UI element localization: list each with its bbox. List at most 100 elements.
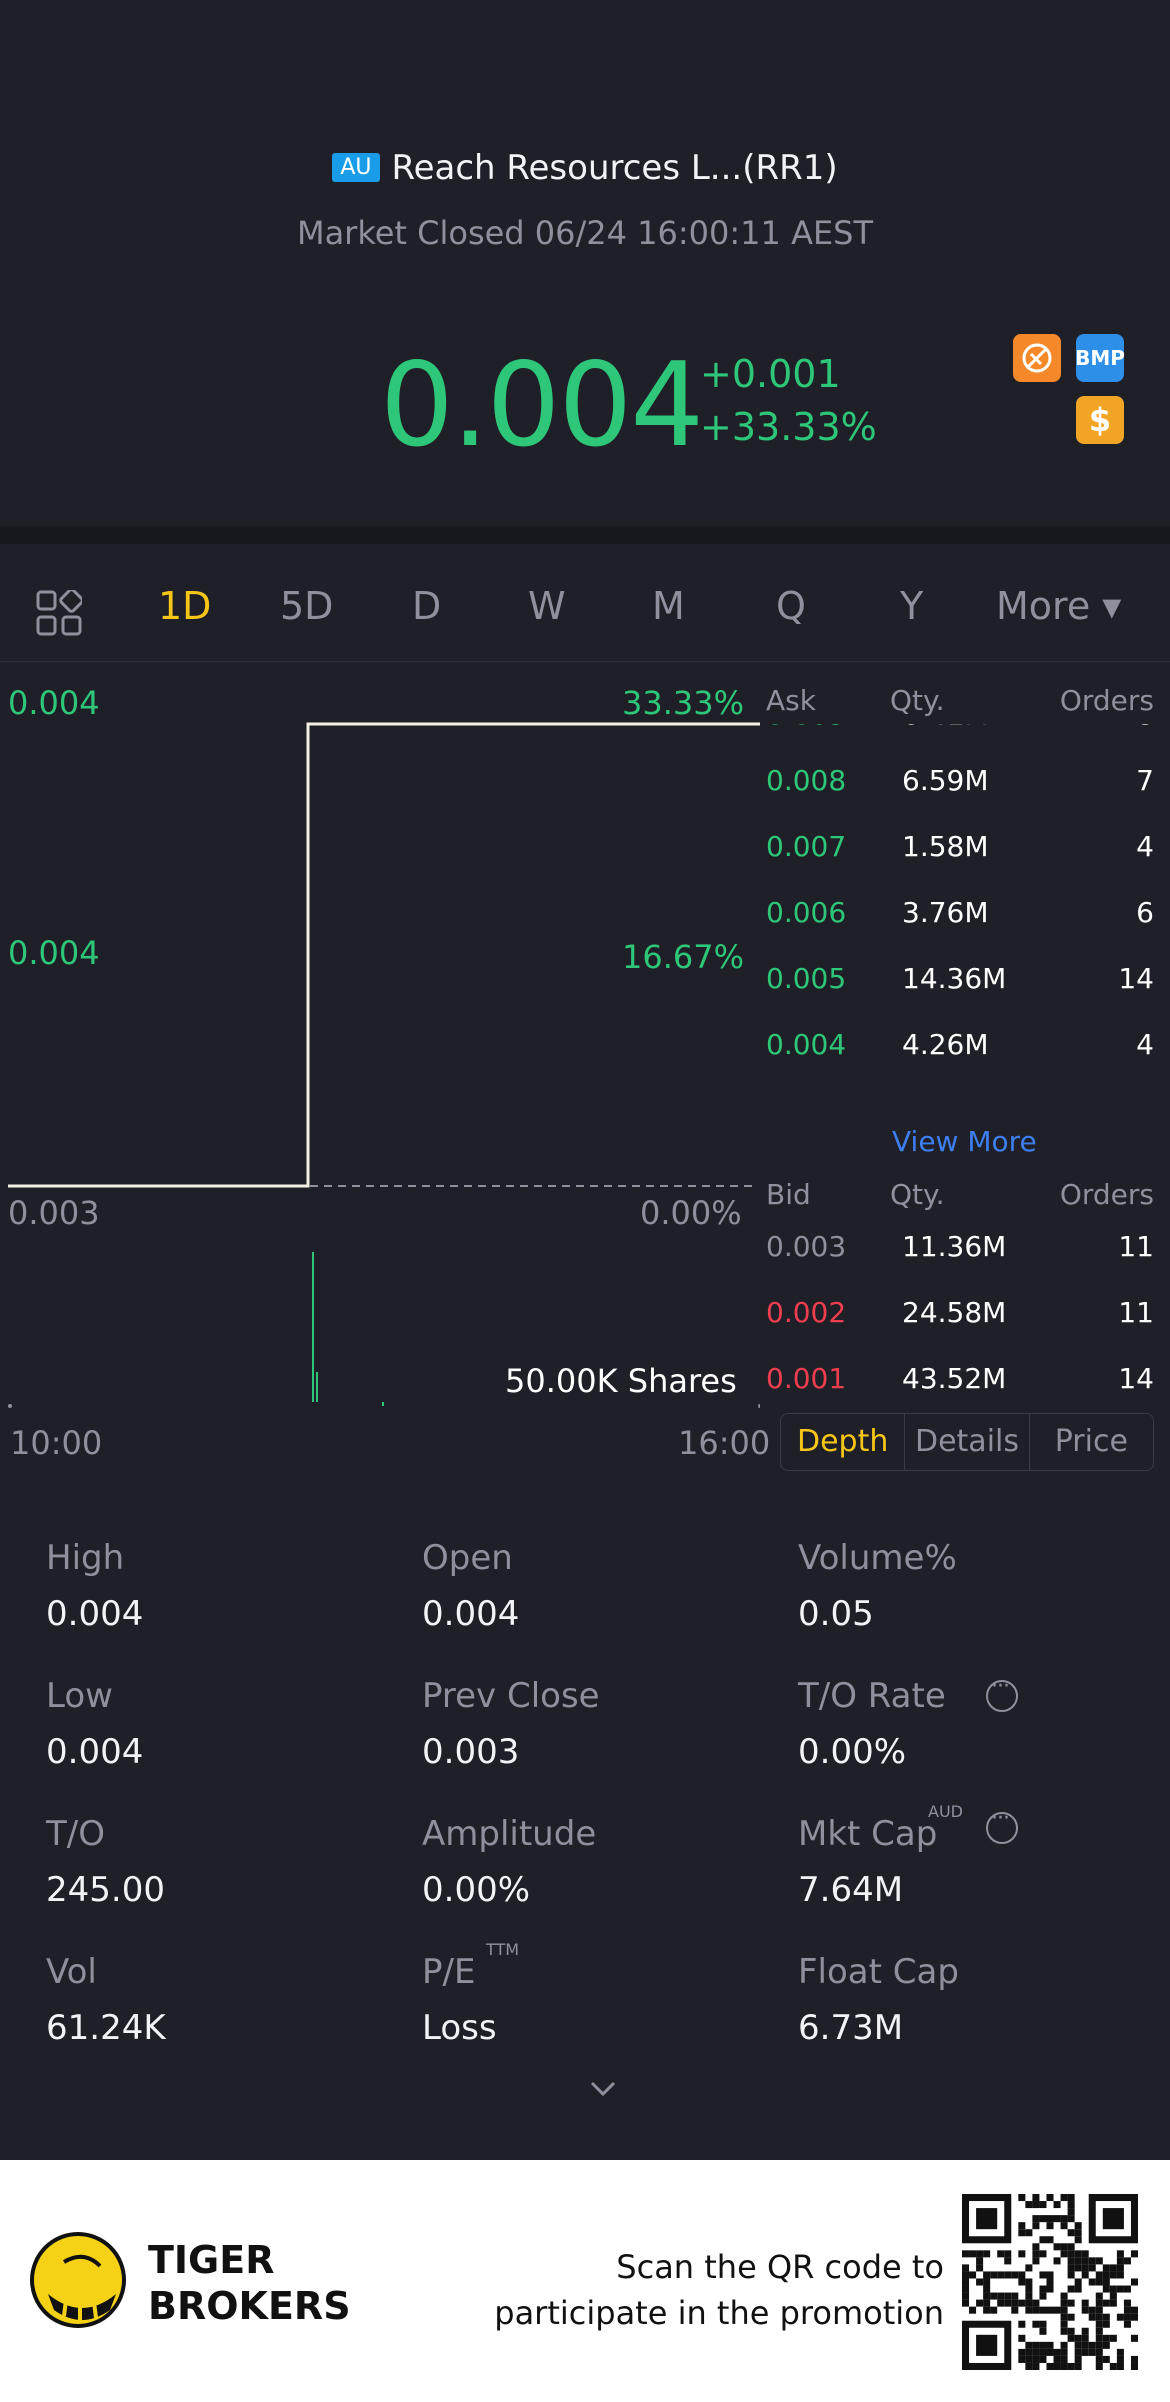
price-change-percent: +33.33%: [700, 405, 877, 449]
bid-orders: 11: [1118, 1230, 1154, 1263]
price-change: +0.001: [700, 352, 841, 396]
stat-volume-pct-value: 0.05: [798, 1594, 874, 1634]
bid-orders: 14: [1118, 1362, 1154, 1395]
volume-bar: [382, 1402, 384, 1406]
bid-qty: 11.36M: [902, 1230, 1007, 1263]
x-label-start: 10:00: [10, 1424, 103, 1462]
view-more-link[interactable]: View More: [892, 1125, 1037, 1158]
ask-orders: 6: [1136, 896, 1154, 929]
book-view-switch: Depth Details Price: [780, 1413, 1154, 1471]
ask-price: 0.006: [766, 896, 847, 929]
period-tabs: 1D 5D D W M Q Y More ▾: [0, 544, 1170, 662]
stat-low-label: Low: [46, 1676, 113, 1716]
qr-code: [962, 2194, 1138, 2370]
ask-qty: 3.76M: [902, 896, 989, 929]
stat-mkt-cap-value: 7.64M: [798, 1870, 904, 1910]
details-button[interactable]: Details: [905, 1414, 1030, 1470]
ask-row[interactable]: 0.006 3.76M 6: [760, 896, 1170, 936]
brand-line-2: BROKERS: [148, 2284, 351, 2328]
tab-day[interactable]: D: [412, 584, 442, 628]
to-rate-info-icon[interactable]: [986, 1674, 1018, 1712]
market-badge: AU: [332, 153, 380, 182]
tab-1d[interactable]: 1D: [158, 584, 212, 628]
bid-header-price: Bid: [766, 1178, 811, 1211]
axis-tick: [8, 1404, 12, 1408]
brand-line-1: TIGER: [148, 2238, 275, 2282]
stat-high-value: 0.004: [46, 1594, 144, 1634]
stat-mkt-cap-label: Mkt Cap: [798, 1814, 938, 1854]
ask-orders: 4: [1136, 1028, 1154, 1061]
market-status: Market Closed 06/24 16:00:11 AEST: [296, 214, 874, 252]
bid-header-orders: Orders: [1059, 1178, 1154, 1211]
stat-prev-close-value: 0.003: [422, 1732, 520, 1772]
stat-open-value: 0.004: [422, 1594, 520, 1634]
promo-footer: TIGER BROKERS Scan the QR code to partic…: [0, 2160, 1170, 2402]
promo-line-2: participate in the promotion: [494, 2294, 944, 2332]
tab-week[interactable]: W: [528, 584, 566, 628]
ask-qty: 14.36M: [902, 962, 1007, 995]
ask-price: 0.005: [766, 962, 847, 995]
pct-label-bottom: 0.00%: [640, 1194, 742, 1232]
tab-5d[interactable]: 5D: [280, 584, 334, 628]
quote-header: AU Reach Resources L...(RR1) Market Close…: [0, 0, 1170, 526]
ask-price: 0.007: [766, 830, 847, 863]
stat-float-cap-value: 6.73M: [798, 2008, 904, 2048]
stat-to-rate-value: 0.00%: [798, 1732, 907, 1772]
mkt-cap-info-icon[interactable]: [986, 1806, 1018, 1844]
depth-button[interactable]: Depth: [781, 1414, 906, 1470]
bid-qty: 24.58M: [902, 1296, 1007, 1329]
ask-orders: 4: [1136, 830, 1154, 863]
stat-volume-pct-label: Volume%: [798, 1538, 957, 1578]
x-label-end: 16:00: [678, 1424, 771, 1462]
ask-row[interactable]: 0.007 1.58M 4: [760, 830, 1170, 870]
intraday-chart[interactable]: 0.004 0.004 0.003 33.33% 16.67% 0.00% 50…: [0, 662, 770, 1462]
ask-qty: 1.58M: [902, 830, 989, 863]
stock-title: Reach Resources L...(RR1): [391, 148, 838, 188]
price-button[interactable]: Price: [1054, 1424, 1128, 1459]
bid-qty: 43.52M: [902, 1362, 1007, 1395]
tab-quarter[interactable]: Q: [776, 584, 806, 628]
ask-orders: 7: [1136, 764, 1154, 797]
tab-month[interactable]: M: [652, 584, 685, 628]
layout-grid-icon[interactable]: [36, 590, 82, 636]
last-price: 0.004: [380, 338, 704, 473]
volume-label: 50.00K Shares: [505, 1362, 737, 1400]
bmp-badge[interactable]: BMP: [1075, 334, 1125, 382]
tab-year[interactable]: Y: [900, 584, 924, 628]
stat-to-rate-label: T/O Rate: [798, 1676, 946, 1716]
stat-to-label: T/O: [46, 1814, 105, 1854]
bid-row[interactable]: 0.001 43.52M 14: [760, 1362, 1170, 1402]
stat-low-value: 0.004: [46, 1732, 144, 1772]
bid-row[interactable]: 0.003 11.36M 11: [760, 1230, 1170, 1270]
pct-label-mid: 16.67%: [622, 938, 745, 976]
tab-more[interactable]: More ▾: [996, 584, 1122, 628]
stock-title-row[interactable]: AU Reach Resources L...(RR1): [0, 148, 1170, 188]
bid-price: 0.001: [766, 1362, 847, 1395]
stat-to-value: 245.00: [46, 1870, 165, 1910]
bid-price: 0.002: [766, 1296, 847, 1329]
stat-prev-close-label: Prev Close: [422, 1676, 600, 1716]
stat-pe-value: Loss: [422, 2008, 497, 2048]
ask-qty: 4.26M: [902, 1028, 989, 1061]
ask-row[interactable]: 0.005 14.36M 14: [760, 962, 1170, 1002]
ask-row[interactable]: 0.008 6.59M 7: [760, 764, 1170, 804]
chevron-down-icon[interactable]: [588, 2074, 618, 2104]
volume-bar: [316, 1372, 318, 1402]
no-short-icon[interactable]: [1013, 334, 1061, 382]
stat-amplitude-value: 0.00%: [422, 1870, 531, 1910]
ask-header-price: Ask: [766, 684, 816, 717]
bid-price: 0.003: [766, 1230, 847, 1263]
y-label-mid: 0.004: [8, 934, 100, 972]
ask-list[interactable]: 0.0096.41M80.0086.59M70.0071.58M40.0063.…: [760, 684, 1170, 1204]
bid-row[interactable]: 0.002 24.58M 11: [760, 1296, 1170, 1336]
bid-header-qty: Qty.: [890, 1178, 945, 1211]
stat-vol-label: Vol: [46, 1952, 97, 1992]
tiger-logo-icon: [30, 2232, 126, 2328]
y-label-top: 0.004: [8, 684, 100, 722]
price-series-line: [8, 722, 760, 1188]
ask-row[interactable]: 0.004 4.26M 4: [760, 1028, 1170, 1068]
stats-grid: High 0.004 Open 0.004 Volume% 0.05 Low 0…: [0, 1500, 1170, 2140]
volume-bar: [312, 1252, 314, 1402]
promo-line-1: Scan the QR code to: [616, 2248, 944, 2286]
dollar-icon[interactable]: $: [1076, 396, 1124, 444]
